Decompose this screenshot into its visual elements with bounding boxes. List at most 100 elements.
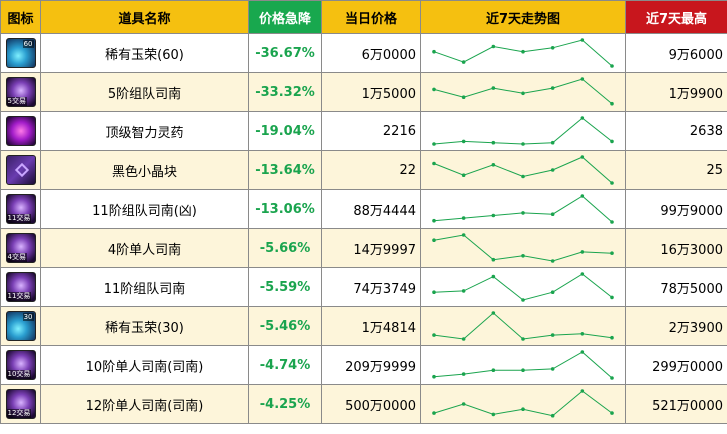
trend-point xyxy=(610,295,614,300)
price-drop: -13.06% xyxy=(248,189,322,229)
week-high: 1万9900 xyxy=(625,72,727,112)
icon-cell: 12交易 xyxy=(0,384,41,424)
trend-point xyxy=(491,44,496,49)
trend-point xyxy=(580,155,585,159)
trend-point xyxy=(550,46,555,50)
trend-point xyxy=(610,64,614,68)
icon-cell: 4交易 xyxy=(0,228,41,268)
icon-trade-tag: 5交易 xyxy=(6,97,27,106)
item-name: 黑色小晶块 xyxy=(40,150,249,190)
trend-point xyxy=(432,87,436,92)
table-row[interactable]: 顶级智力灵药 -19.04% 2216 2638 xyxy=(0,111,727,151)
item-name: 稀有玉荣(30) xyxy=(40,306,249,346)
trend-cell xyxy=(420,228,626,268)
trend-point xyxy=(432,238,436,242)
trend-point xyxy=(461,95,466,99)
trend-sparkline xyxy=(432,194,614,224)
trend-point xyxy=(610,181,614,185)
trend-cell xyxy=(420,150,626,190)
trend-line xyxy=(433,117,613,145)
trend-point xyxy=(580,77,585,81)
icon-cell: 11交易 xyxy=(0,189,41,229)
trend-point xyxy=(521,254,525,258)
trend-cell xyxy=(420,33,626,73)
table-row[interactable]: 60 稀有玉荣(60) -36.67% 6万0000 9万6000 xyxy=(0,33,727,73)
icon-trade-tag: 11交易 xyxy=(6,214,32,223)
table-row[interactable]: 4交易 4阶单人司南 -5.66% 14万9997 16万3000 xyxy=(0,228,727,268)
scroll-icon: 12交易 xyxy=(5,389,36,419)
today-price: 6万0000 xyxy=(321,33,421,73)
jade-icon: 30 xyxy=(5,311,36,341)
trend-sparkline xyxy=(432,350,614,380)
trend-line xyxy=(433,273,613,301)
trend-point xyxy=(491,368,496,372)
trend-point xyxy=(461,337,466,341)
trend-point xyxy=(580,250,585,254)
trend-sparkline xyxy=(432,311,614,341)
trend-point xyxy=(580,194,585,198)
week-high: 299万0000 xyxy=(625,345,727,385)
trend-point xyxy=(521,174,525,179)
trend-point xyxy=(580,272,585,276)
crystal-icon xyxy=(5,155,36,185)
week-high: 2638 xyxy=(625,111,727,151)
week-high: 9万6000 xyxy=(625,33,727,73)
trend-point xyxy=(491,274,496,279)
trend-point xyxy=(521,211,525,215)
today-price: 2216 xyxy=(321,111,421,151)
trend-point xyxy=(610,376,614,380)
icon-cell xyxy=(0,150,41,190)
header-high: 近7天最高 xyxy=(625,0,727,34)
table-header-row: 图标 道具名称 价格急降 当日价格 近7天走势图 近7天最高 xyxy=(0,0,727,34)
table-row[interactable]: 12交易 12阶单人司南(司南) -4.25% 500万0000 521万0000 xyxy=(0,384,727,424)
item-name: 12阶单人司南(司南) xyxy=(40,384,249,424)
trend-point xyxy=(461,402,466,406)
trend-point xyxy=(461,233,466,237)
header-drop: 价格急降 xyxy=(248,0,322,34)
icon-trade-tag: 12交易 xyxy=(6,409,32,418)
table-row[interactable]: 黑色小晶块 -13.64% 22 25 xyxy=(0,150,727,190)
today-price: 74万3749 xyxy=(321,267,421,307)
week-high: 16万3000 xyxy=(625,228,727,268)
trend-sparkline xyxy=(432,155,614,185)
price-drop: -13.64% xyxy=(248,150,322,190)
trend-point xyxy=(461,289,466,293)
trend-point xyxy=(610,101,614,106)
trend-sparkline xyxy=(432,389,614,418)
trend-point xyxy=(521,407,525,411)
trend-point xyxy=(550,333,555,337)
trend-point xyxy=(432,374,436,379)
trend-point xyxy=(550,367,555,371)
icon-cell: 5交易 xyxy=(0,72,41,112)
icon-trade-tag: 4交易 xyxy=(6,253,27,262)
trend-line xyxy=(433,195,613,223)
trend-point xyxy=(432,333,436,337)
trend-point xyxy=(610,251,614,255)
trend-sparkline xyxy=(432,77,614,106)
icon-trade-tag: 10交易 xyxy=(6,370,32,379)
trend-point xyxy=(521,337,525,341)
table-row[interactable]: 5交易 5阶组队司南 -33.32% 1万5000 1万9900 xyxy=(0,72,727,112)
trend-cell xyxy=(420,267,626,307)
trend-point xyxy=(491,257,496,262)
trend-point xyxy=(610,411,614,415)
price-drop: -5.46% xyxy=(248,306,322,346)
trend-point xyxy=(491,311,496,315)
trend-point xyxy=(610,139,614,144)
table-row[interactable]: 11交易 11阶组队司南 -5.59% 74万3749 78万5000 xyxy=(0,267,727,307)
item-name: 5阶组队司南 xyxy=(40,72,249,112)
price-drop-table: 图标 道具名称 价格急降 当日价格 近7天走势图 近7天最高 60 稀有玉荣(60… xyxy=(0,0,727,424)
trend-point xyxy=(550,259,555,263)
trend-point xyxy=(432,290,436,294)
table-row[interactable]: 10交易 10阶单人司南(司南) -4.74% 209万9999 299万0000 xyxy=(0,345,727,385)
trend-point xyxy=(432,142,436,146)
table-row[interactable]: 30 稀有玉荣(30) -5.46% 1万4814 2万3900 xyxy=(0,306,727,346)
header-name: 道具名称 xyxy=(40,0,249,34)
trend-cell xyxy=(420,345,626,385)
trend-point xyxy=(580,332,585,336)
trend-point xyxy=(580,350,585,354)
week-high: 521万0000 xyxy=(625,384,727,424)
table-row[interactable]: 11交易 11阶组队司南(凶) -13.06% 88万4444 99万9000 xyxy=(0,189,727,229)
trend-point xyxy=(521,49,525,54)
trend-point xyxy=(550,168,555,172)
